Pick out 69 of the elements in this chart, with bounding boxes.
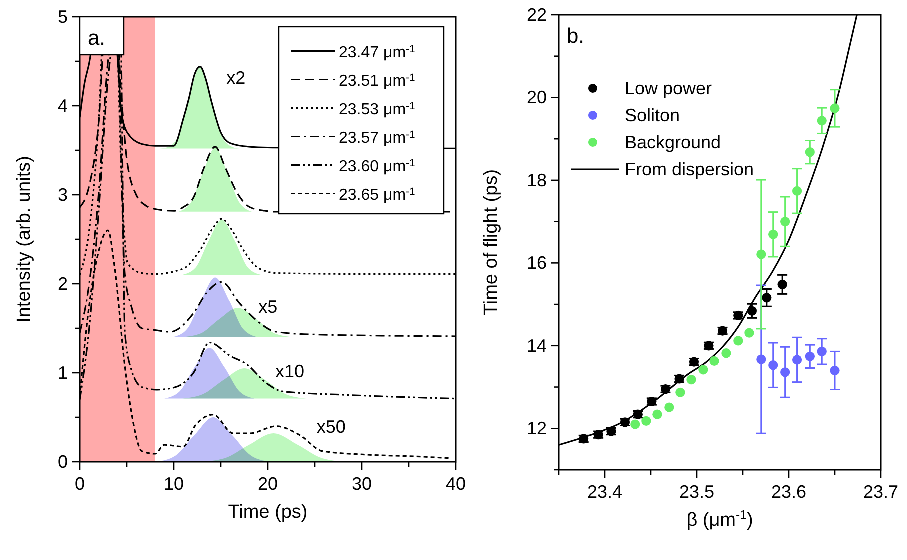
legend-label: Soliton [625,106,680,126]
y-axis-title: Time of flight (ps) [481,169,502,316]
point [780,368,790,378]
point [734,336,744,346]
y-tick-label: 0 [58,452,68,472]
point [747,306,757,316]
legend-label: 23.57 μm$^{-1}$ [339,129,416,147]
legend-label: 23.65 μm$^{-1}$ [339,186,416,204]
x-tick-label: 0 [74,474,86,494]
point [756,354,766,364]
y-tick-label: 22 [526,5,547,25]
y-tick-label: 1 [58,363,68,383]
y-tick-label: 16 [526,253,547,274]
point [664,402,674,412]
point [630,420,640,430]
point [780,217,790,227]
point [830,104,840,114]
y-tick-label: 14 [526,336,547,356]
point [817,346,827,356]
legend-label: 23.53 μm$^{-1}$ [339,100,416,118]
y-tick-label: 20 [526,88,547,108]
x-axis-title: Time (ps) [228,502,308,523]
point [652,410,662,420]
point [756,250,766,260]
x-tick-label: 40 [446,474,466,494]
point [710,356,720,366]
x-tick-label: 23.7 [863,482,899,502]
point [805,148,815,158]
legend-label: 23.51 μm$^{-1}$ [339,72,416,90]
point [830,366,840,376]
x-tick-label: 30 [352,474,372,494]
x-tick-label: 23.5 [679,482,715,502]
legend-label: 23.60 μm$^{-1}$ [339,158,416,176]
x-tick-label: 20 [258,474,278,494]
x-tick-label: 23.4 [587,482,623,502]
annotation: x2 [226,68,246,88]
point [722,348,732,358]
annotation: a. [88,27,106,50]
y-tick-label: 2 [58,274,68,294]
y-tick-label: 18 [526,170,547,190]
point [805,352,815,362]
point [698,365,708,375]
point [744,328,754,338]
point [762,293,772,303]
y-tick-label: 4 [58,96,68,116]
point [686,375,696,385]
x-tick-label: 23.6 [771,482,807,502]
legend-label: Low power [625,78,712,98]
point [792,355,802,365]
point [778,280,788,290]
legend-label: Background [625,132,722,152]
point [792,186,802,196]
point [817,116,827,126]
legend-label: From dispersion [625,160,754,180]
y-tick-label: 12 [526,418,547,439]
annotation: b. [567,25,585,48]
annotation: x5 [258,296,278,317]
annotation: x10 [276,361,305,382]
x-axis-title: β (μm$^{-1}$) [686,508,754,531]
point [768,360,778,370]
x-tick-label: 10 [164,474,184,494]
y-tick-label: 3 [58,185,68,205]
legend-label: 23.47 μm$^{-1}$ [339,44,416,62]
y-axis-title: Intensity (arb. units) [14,156,35,323]
point [676,388,686,398]
annotation: x50 [316,417,346,438]
point [768,230,778,240]
y-tick-label: 5 [58,7,68,27]
point [642,416,652,426]
